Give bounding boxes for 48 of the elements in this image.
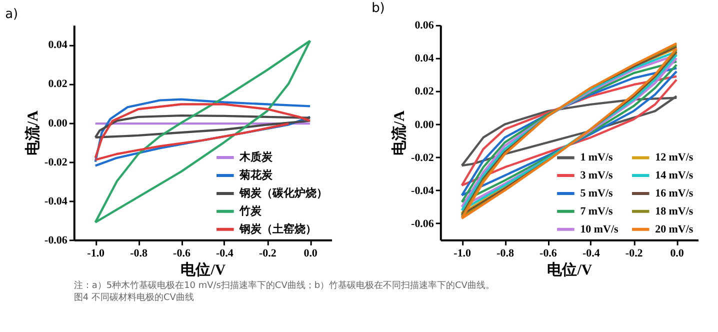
y-tick-label: -0.06: [44, 234, 68, 246]
legend-label: 14 mV/s: [655, 169, 694, 182]
legend-label: 1 mV/s: [580, 152, 613, 164]
legend-label: 钢炭（土窑烧）: [238, 222, 317, 236]
x-tick-label: -0.4: [582, 247, 600, 260]
x-tick-label: -0.4: [216, 247, 234, 260]
x-tick-label: 0.0: [670, 247, 684, 260]
x-tick-label: -0.2: [258, 247, 277, 260]
legend-label: 12 mV/s: [655, 152, 694, 164]
x-tick-label: -1.0: [87, 247, 106, 260]
legend-label: 竹炭: [238, 204, 263, 218]
y-axis-title: 电流/A: [24, 110, 42, 156]
y-tick-label: 0.04: [414, 52, 434, 65]
legend-label: 7 mV/s: [580, 205, 613, 218]
y-tick-label: 0.02: [48, 78, 68, 90]
x-tick-label: -0.6: [540, 247, 558, 260]
legend-label: 木质炭: [238, 150, 274, 164]
legend-label: 钢炭（碳化炉烧）: [238, 186, 328, 200]
x-tick-label: -1.0: [454, 247, 472, 260]
y-axis-title: 电流/A: [390, 110, 408, 156]
chart-title: a): [5, 7, 18, 22]
y-tick-label: 0.00: [48, 117, 68, 130]
text: 注：a）5种木竹基碳电极在10 mV/s扫描速率下的CV曲线；b）竹基碳电极在不同扫描速率下的CV曲线。: [74, 280, 494, 291]
y-tick-label: -0.06: [411, 218, 434, 230]
x-axis-title: 电位/V: [180, 261, 226, 278]
y-tick-label: 0.04: [48, 39, 68, 52]
y-tick-label: 0.02: [414, 86, 434, 98]
legend-label: 菊花炭: [238, 168, 274, 182]
legend-label: 5 mV/s: [580, 187, 613, 200]
x-tick-label: -0.8: [130, 247, 148, 260]
x-tick-label: -0.2: [625, 247, 644, 260]
caption: 图4 不同碳材料电极的CV曲线: [74, 292, 194, 303]
x-tick-label: -0.6: [173, 247, 191, 260]
y-tick-label: -0.02: [44, 156, 68, 168]
legend-label: 10 mV/s: [580, 223, 618, 236]
x-tick-label: -0.8: [496, 247, 514, 260]
chart-title: b): [372, 1, 385, 16]
x-tick-label: 0.0: [304, 247, 318, 260]
legend-label: 18 mV/s: [655, 205, 694, 218]
y-tick-label: 0.06: [414, 20, 434, 32]
y-tick-label: -0.02: [411, 152, 434, 164]
legend-label: 16 mV/s: [655, 187, 694, 200]
legend-label: 20 mV/s: [655, 223, 694, 236]
x-axis-title: 电位/V: [547, 261, 592, 278]
legend-label: 3 mV/s: [580, 169, 613, 182]
y-tick-label: -0.04: [411, 184, 434, 197]
y-tick-label: 0.00: [414, 118, 434, 131]
y-tick-label: -0.04: [44, 195, 68, 208]
